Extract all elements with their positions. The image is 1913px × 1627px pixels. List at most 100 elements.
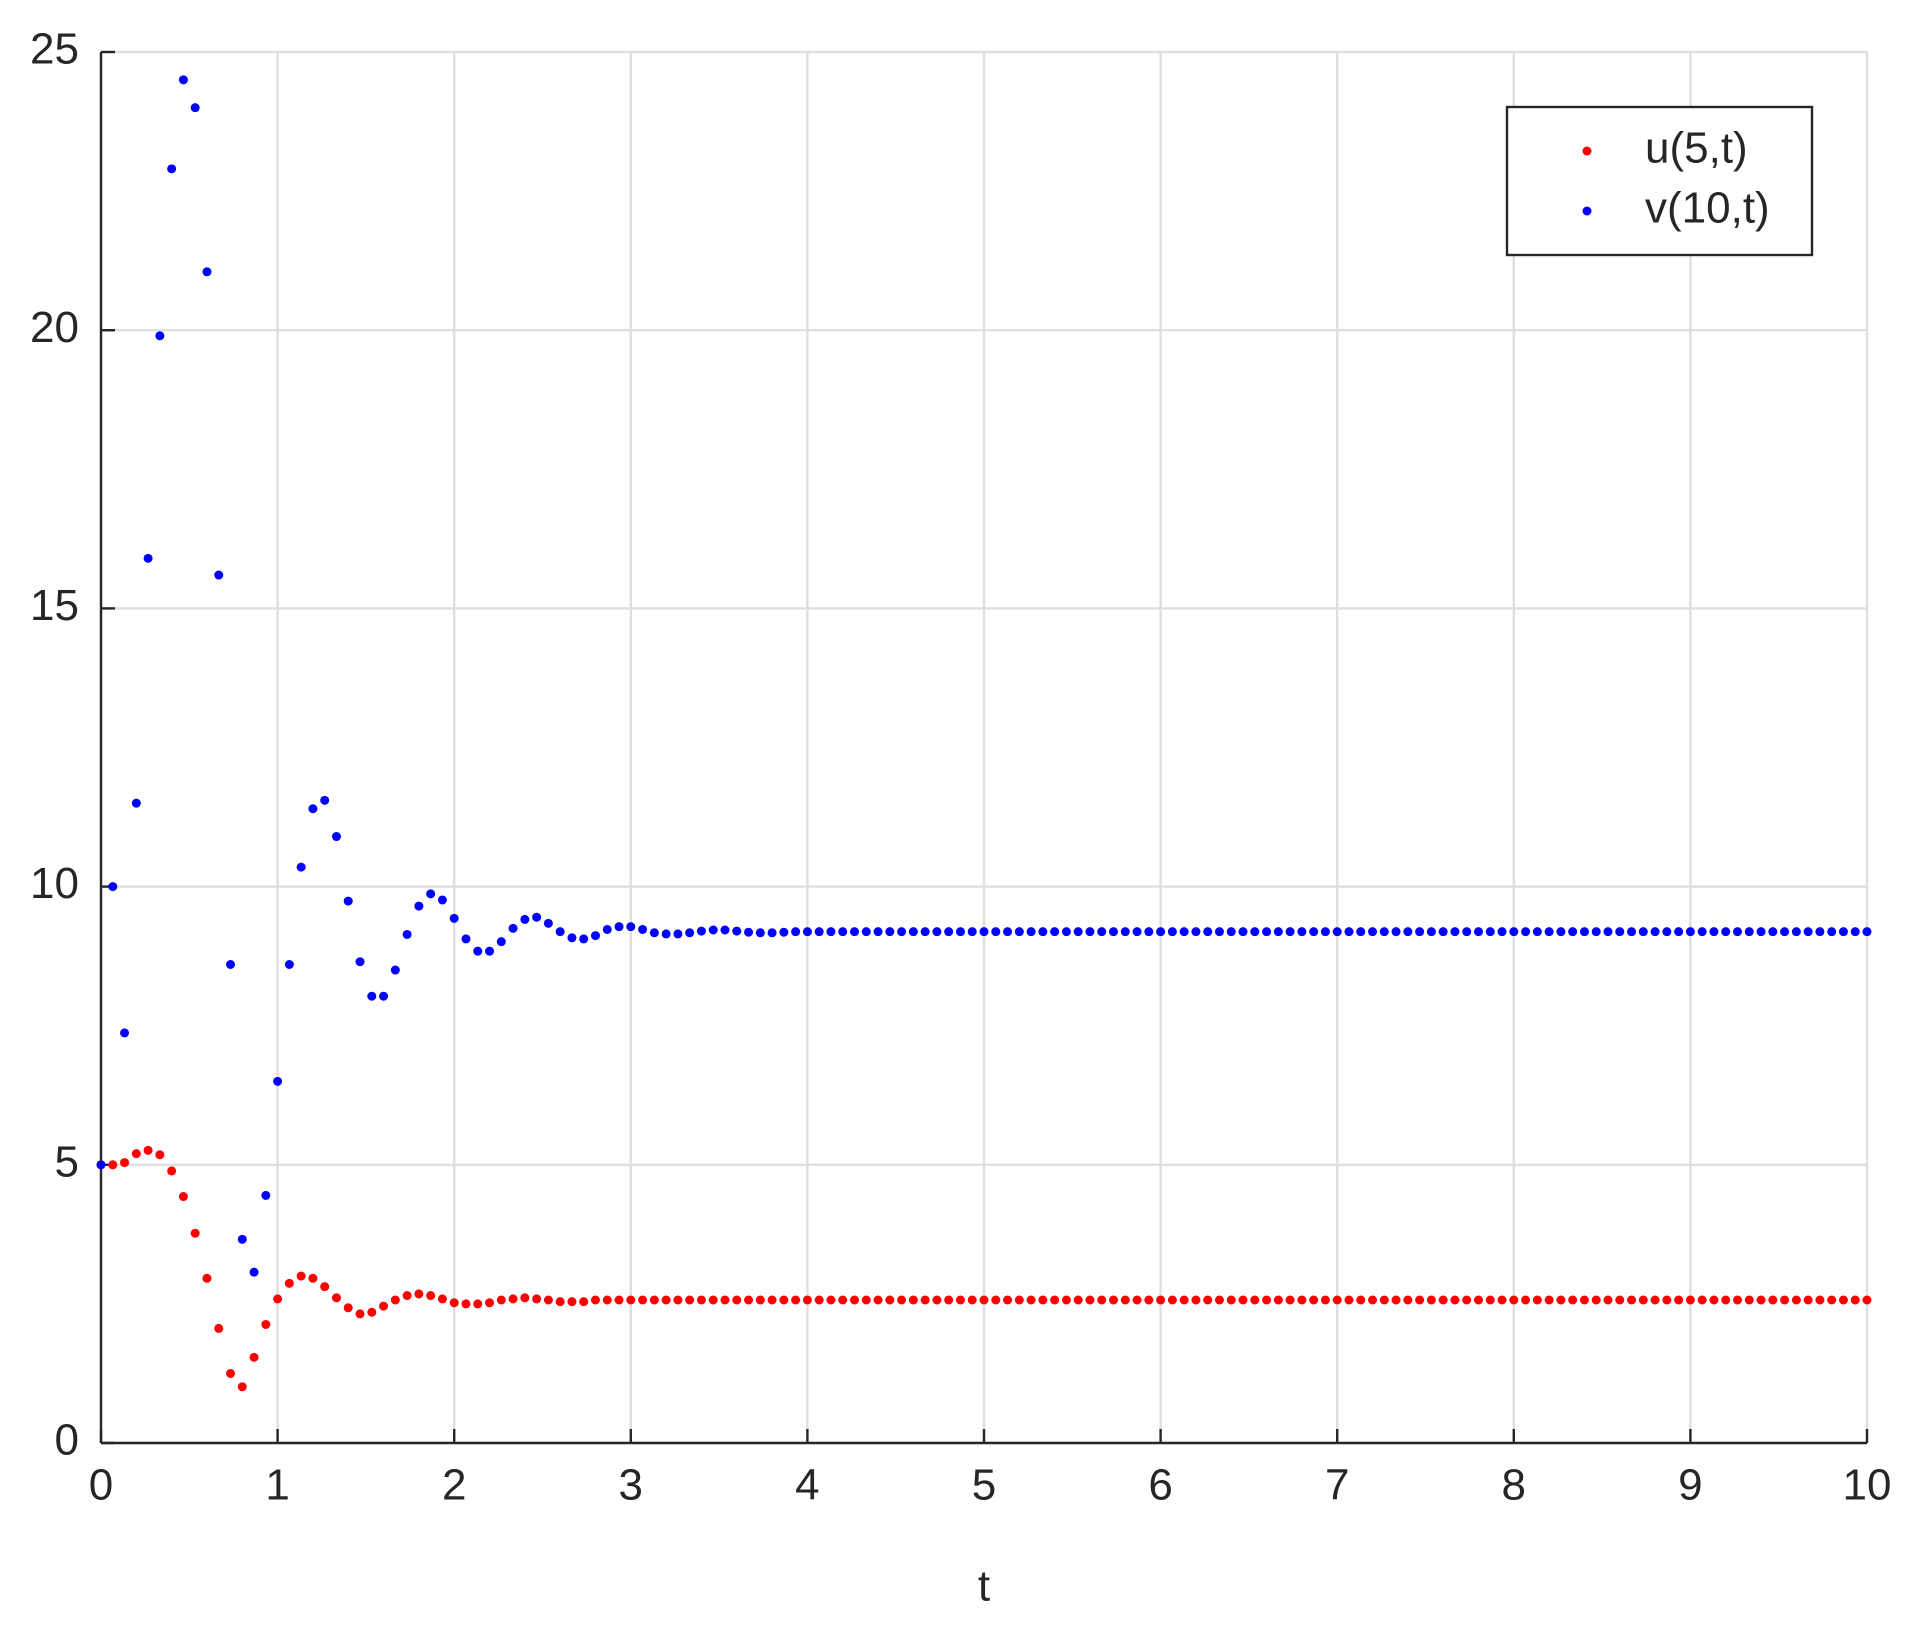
data-point	[1450, 1295, 1460, 1305]
data-point	[284, 959, 294, 969]
data-point	[1179, 927, 1189, 937]
data-point	[779, 927, 789, 937]
data-point	[1403, 1295, 1413, 1305]
data-point	[1273, 1295, 1283, 1305]
data-point	[1768, 927, 1778, 937]
data-point	[1674, 927, 1684, 937]
data-point	[1462, 1295, 1472, 1305]
data-point	[1179, 1295, 1189, 1305]
data-point	[1238, 927, 1248, 937]
data-point	[131, 1149, 141, 1159]
data-point	[638, 924, 648, 934]
data-point	[449, 913, 459, 923]
data-point	[296, 1271, 306, 1281]
data-point	[1250, 927, 1260, 937]
data-point	[1803, 1295, 1813, 1305]
data-point	[1579, 1295, 1589, 1305]
data-point	[1332, 1295, 1342, 1305]
data-point	[1509, 927, 1519, 937]
data-point	[485, 946, 495, 956]
data-point	[1368, 927, 1378, 937]
data-point	[708, 1295, 718, 1305]
data-point	[1285, 1295, 1295, 1305]
data-point	[1297, 1295, 1307, 1305]
data-point	[1167, 1295, 1177, 1305]
data-point	[1415, 927, 1425, 937]
data-point	[1309, 927, 1319, 937]
data-point	[402, 929, 412, 939]
data-point	[1262, 927, 1272, 937]
data-point	[108, 882, 118, 892]
data-point	[390, 965, 400, 975]
data-point	[1262, 1295, 1272, 1305]
data-point	[720, 1295, 730, 1305]
data-point	[838, 927, 848, 937]
data-point	[108, 1160, 118, 1170]
data-point	[602, 1295, 612, 1305]
data-point	[1780, 927, 1790, 937]
series	[96, 1145, 1872, 1392]
data-point	[1273, 927, 1283, 937]
data-point	[1674, 1295, 1684, 1305]
x-tick-label: 5	[972, 1461, 996, 1510]
x-tick-label: 2	[442, 1461, 466, 1510]
x-tick-label: 6	[1148, 1461, 1172, 1510]
data-point	[755, 928, 765, 938]
data-point	[1426, 927, 1436, 937]
data-point	[226, 959, 236, 969]
data-point	[214, 1323, 224, 1333]
y-tick-label: 20	[30, 303, 79, 352]
data-point	[1744, 927, 1754, 937]
data-point	[885, 927, 895, 937]
data-point	[649, 928, 659, 938]
data-point	[885, 1295, 895, 1305]
legend-label: u(5,t)	[1645, 124, 1748, 173]
data-point	[1320, 1295, 1330, 1305]
data-point	[791, 1295, 801, 1305]
data-point	[1485, 927, 1495, 937]
data-point	[1191, 1295, 1201, 1305]
data-point	[1426, 1295, 1436, 1305]
data-point	[284, 1278, 294, 1288]
data-point	[1050, 927, 1060, 937]
data-point	[1509, 1295, 1519, 1305]
data-point	[732, 926, 742, 936]
data-point	[167, 1166, 177, 1176]
data-point	[920, 1295, 930, 1305]
data-point	[1026, 927, 1036, 937]
data-point	[696, 926, 706, 936]
data-point	[767, 928, 777, 938]
data-point	[814, 1295, 824, 1305]
data-point	[1038, 1295, 1048, 1305]
data-point	[331, 832, 341, 842]
data-point	[1827, 1295, 1837, 1305]
data-point	[1391, 1295, 1401, 1305]
data-point	[473, 1299, 483, 1309]
data-point	[237, 1234, 247, 1244]
data-point	[602, 924, 612, 934]
data-point	[567, 933, 577, 943]
data-point	[732, 1295, 742, 1305]
data-point	[967, 1295, 977, 1305]
data-point	[273, 1076, 283, 1086]
data-point	[1497, 1295, 1507, 1305]
data-point	[343, 1303, 353, 1313]
data-point	[1850, 1295, 1860, 1305]
data-point	[1332, 927, 1342, 937]
data-point	[355, 957, 365, 967]
data-point	[779, 1295, 789, 1305]
data-point	[155, 1150, 165, 1160]
data-point	[1615, 1295, 1625, 1305]
data-point	[1709, 1295, 1719, 1305]
data-point	[955, 927, 965, 937]
x-axis-label: t	[978, 1562, 990, 1611]
data-point	[1297, 927, 1307, 937]
data-point	[1638, 1295, 1648, 1305]
data-point	[1462, 927, 1472, 937]
series	[96, 75, 1872, 1277]
data-point	[1791, 927, 1801, 937]
data-point	[1344, 927, 1354, 937]
data-point	[1132, 1295, 1142, 1305]
data-point	[1026, 1295, 1036, 1305]
